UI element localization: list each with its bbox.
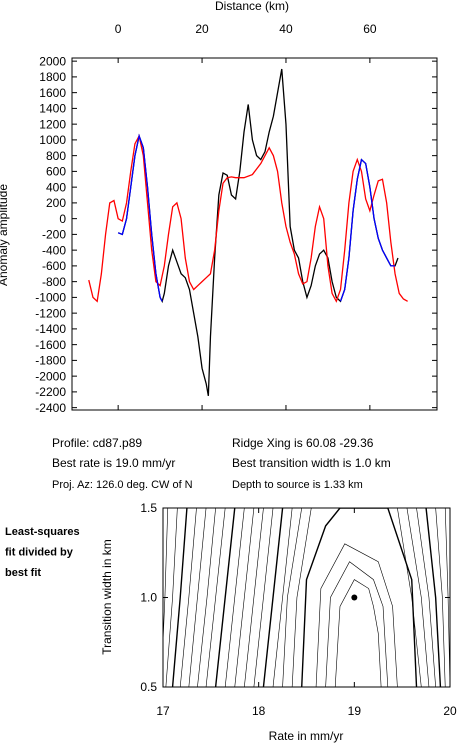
contour-line bbox=[272, 508, 293, 687]
x-tick-label: 60 bbox=[363, 22, 377, 36]
contour-line bbox=[397, 508, 422, 687]
side-label: Least-squares bbox=[5, 526, 80, 538]
y-tick-label: 1.0 bbox=[140, 591, 157, 605]
contour-line bbox=[416, 508, 436, 687]
y-tick-label: 0 bbox=[59, 212, 66, 226]
contour-line bbox=[262, 508, 284, 687]
best-fit-point bbox=[351, 594, 358, 601]
annotation: Profile: cd87.p89 bbox=[52, 436, 142, 450]
data-line bbox=[117, 133, 396, 302]
contour-line bbox=[224, 508, 245, 687]
plot-frame bbox=[71, 57, 438, 411]
side-label: best fit bbox=[5, 567, 41, 579]
y-tick-label: 600 bbox=[46, 165, 66, 179]
y-tick-label: 2000 bbox=[39, 54, 66, 68]
y-tick-label: -2000 bbox=[35, 369, 66, 383]
contour-line bbox=[244, 508, 264, 687]
y-tick-label: 1400 bbox=[39, 102, 66, 116]
contour-line bbox=[171, 508, 188, 687]
contour-line bbox=[325, 561, 389, 687]
plot-frame bbox=[162, 507, 451, 688]
annotation: Depth to source is 1.33 km bbox=[232, 479, 363, 491]
contour-line bbox=[291, 508, 312, 687]
annotation: Proj. Az: 126.0 deg. CW of N bbox=[52, 479, 193, 491]
contour-line bbox=[406, 508, 430, 687]
contour-line bbox=[234, 508, 255, 687]
y-tick-label: -1400 bbox=[35, 322, 66, 336]
y-tick-label: 0.5 bbox=[140, 680, 157, 694]
data-line bbox=[88, 134, 408, 303]
contour-line bbox=[444, 508, 450, 687]
y-tick-label: 400 bbox=[46, 180, 66, 194]
contour-line bbox=[179, 508, 197, 687]
contour-line bbox=[253, 508, 274, 687]
contour-line bbox=[214, 508, 236, 687]
y-tick-label: 1000 bbox=[39, 133, 66, 147]
y-tick-label: 1.5 bbox=[140, 501, 157, 515]
y-tick-label: -2400 bbox=[35, 401, 66, 415]
contour-line bbox=[188, 508, 207, 687]
contour-line bbox=[197, 508, 216, 687]
x-tick-label: 20 bbox=[443, 704, 457, 718]
x-tick-label: 17 bbox=[156, 704, 170, 718]
x-tick-label: 20 bbox=[195, 22, 209, 36]
x-tick-label: 40 bbox=[279, 22, 293, 36]
x-tick-label: 18 bbox=[252, 704, 266, 718]
y-axis-label: Anomaly amplitude bbox=[0, 184, 10, 286]
y-tick-label: -1000 bbox=[35, 291, 66, 305]
contour-line bbox=[282, 508, 303, 687]
y-tick-label: 1600 bbox=[39, 86, 66, 100]
y-tick-label: -600 bbox=[42, 259, 66, 273]
y-tick-label: -400 bbox=[42, 243, 66, 257]
contour-line bbox=[435, 508, 446, 687]
y-tick-label: 1200 bbox=[39, 117, 66, 131]
y-axis-label: Transition width in km bbox=[100, 539, 114, 655]
annotation: Ridge Xing is 60.08 -29.36 bbox=[232, 436, 374, 450]
x-axis-label: Rate in mm/yr bbox=[269, 729, 344, 743]
contour-line bbox=[334, 579, 382, 687]
contour-line bbox=[301, 508, 418, 687]
x-tick-label: 19 bbox=[348, 704, 362, 718]
y-tick-label: 200 bbox=[46, 196, 66, 210]
annotation: Best transition width is 1.0 km bbox=[232, 456, 391, 470]
x-tick-label: 0 bbox=[115, 22, 122, 36]
contour-line bbox=[165, 508, 178, 687]
data-line bbox=[117, 68, 399, 396]
y-tick-label: 800 bbox=[46, 149, 66, 163]
contour-line bbox=[163, 508, 169, 650]
y-tick-label: -1800 bbox=[35, 354, 66, 368]
annotation: Best rate is 19.0 mm/yr bbox=[52, 456, 175, 470]
contour-line bbox=[315, 543, 398, 687]
y-tick-label: -2200 bbox=[35, 385, 66, 399]
y-tick-label: -1600 bbox=[35, 338, 66, 352]
y-tick-label: -800 bbox=[42, 275, 66, 289]
contour-line bbox=[205, 508, 226, 687]
y-tick-label: 1800 bbox=[39, 70, 66, 84]
y-tick-label: -200 bbox=[42, 228, 66, 242]
y-tick-label: -1200 bbox=[35, 306, 66, 320]
side-label: fit divided by bbox=[5, 546, 74, 558]
contour-line bbox=[425, 508, 442, 687]
x-axis-label: Distance (km) bbox=[215, 0, 289, 13]
